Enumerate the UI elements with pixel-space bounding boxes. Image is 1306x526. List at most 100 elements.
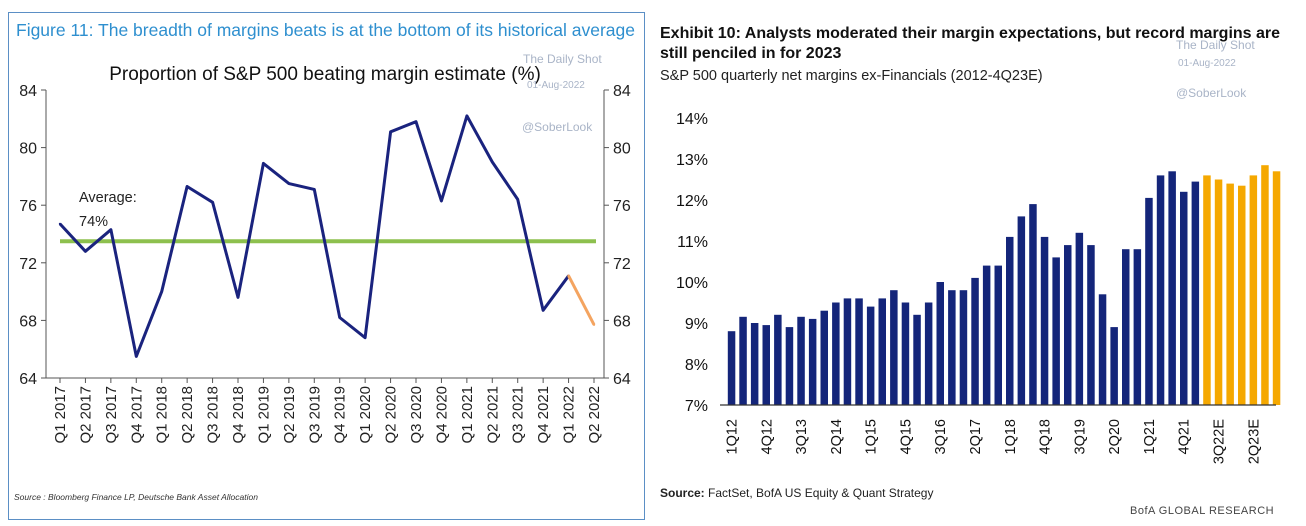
data-point: [414, 120, 418, 123]
bar-actual: [1110, 327, 1118, 405]
x-tick-label: Q1 2022: [561, 386, 578, 444]
x-tick-label: 2Q17: [968, 419, 984, 454]
data-point: [109, 228, 113, 231]
y-tick-label-right: 76: [613, 198, 631, 215]
x-tick-label: Q1 2018: [154, 386, 171, 444]
bar-actual: [1133, 249, 1142, 405]
data-point: [541, 309, 545, 312]
data-point: [491, 160, 494, 164]
data-point: [58, 222, 62, 226]
left-source: Source : Bloomberg Finance LP, Deutsche …: [14, 492, 258, 502]
x-tick-label: Q4 2020: [433, 386, 450, 444]
bar-estimate: [1238, 185, 1246, 405]
bar-actual: [866, 306, 875, 405]
bar-estimate: [1261, 165, 1269, 405]
bar-actual: [1180, 191, 1188, 405]
bar-actual: [739, 316, 747, 405]
bar-actual: [890, 290, 898, 405]
bar-estimate: [1272, 171, 1281, 405]
right-source: Source: FactSet, BofA US Equity & Quant …: [660, 486, 933, 500]
bar-actual: [1064, 245, 1072, 405]
bar-actual: [1029, 204, 1037, 405]
data-point: [185, 185, 189, 188]
y-tick-label-right: 72: [613, 256, 631, 273]
right-watermark-handle: @SoberLook: [1176, 86, 1247, 100]
right-watermark-brand: The Daily Shot: [1176, 38, 1255, 52]
x-tick-label: 1Q15: [864, 419, 880, 454]
data-point: [440, 199, 443, 203]
bar-actual: [982, 265, 991, 405]
y-tick-label: 8%: [685, 357, 708, 374]
y-tick-label: 7%: [685, 398, 708, 415]
x-tick-label: 4Q12: [759, 419, 775, 454]
bar-actual: [1168, 171, 1176, 405]
x-tick-label: Q2 2020: [383, 386, 400, 444]
right-watermark-date: 01-Aug-2022: [1178, 58, 1236, 69]
bar-actual: [1191, 181, 1200, 405]
bar-actual: [913, 314, 921, 405]
bar-actual: [1052, 257, 1060, 405]
left-chart-title: Proportion of S&P 500 beating margin est…: [109, 64, 541, 85]
x-tick-label: Q1 2019: [255, 386, 272, 444]
bar-actual: [1075, 232, 1084, 405]
y-tick-label-left: 84: [19, 83, 37, 100]
x-tick-label: 2Q20: [1107, 419, 1123, 454]
y-tick-label-right: 64: [613, 371, 631, 388]
data-point: [567, 274, 570, 277]
bar-actual: [878, 298, 886, 405]
bar-actual: [832, 302, 840, 405]
bar-actual: [971, 277, 979, 405]
y-tick-label-right: 80: [613, 141, 631, 158]
bar-actual: [901, 302, 910, 405]
data-point: [211, 201, 214, 204]
data-point: [389, 130, 392, 133]
y-tick-label-left: 76: [19, 198, 37, 215]
x-tick-label: 2Q14: [829, 419, 845, 454]
x-tick-label: Q2 2019: [281, 386, 298, 444]
bar-actual: [750, 323, 759, 405]
bar-actual: [1145, 197, 1153, 405]
right-source-label: Source:: [660, 486, 705, 500]
y-tick-label: 12%: [676, 193, 708, 210]
right-subtitle: S&P 500 quarterly net margins ex-Financi…: [660, 68, 1043, 84]
bar-actual: [797, 316, 805, 405]
x-tick-label: 1Q18: [1003, 419, 1019, 454]
x-tick-label: Q1 2020: [357, 386, 374, 444]
right-exhibit-title: Exhibit 10: Analysts moderated their mar…: [660, 25, 1281, 62]
left-chart-panel: [0, 0, 650, 526]
data-point: [592, 323, 596, 326]
left-watermark-date: 01-Aug-2022: [527, 80, 585, 91]
x-tick-label: 4Q18: [1038, 419, 1054, 454]
x-tick-label: Q2 2021: [484, 386, 501, 444]
y-tick-label-right: 68: [613, 313, 631, 330]
bar-actual: [774, 314, 782, 405]
x-tick-label: 1Q12: [725, 419, 741, 454]
y-tick-label-left: 72: [19, 256, 37, 273]
x-tick-label: Q4 2019: [332, 386, 349, 444]
data-point: [287, 182, 291, 185]
series-line-latest: [567, 275, 596, 326]
y-tick-label: 10%: [676, 275, 708, 292]
x-tick-label: 4Q21: [1177, 419, 1193, 454]
x-tick-label: Q4 2021: [535, 386, 552, 444]
data-point: [135, 355, 138, 358]
right-source-text: FactSet, BofA US Equity & Quant Strategy: [708, 486, 934, 500]
bar-estimate: [1203, 175, 1211, 405]
x-tick-label: 3Q19: [1072, 419, 1088, 454]
data-point: [313, 188, 316, 191]
bar-actual: [924, 302, 933, 405]
x-tick-label: Q4 2018: [230, 386, 247, 444]
data-point: [516, 198, 519, 201]
data-point: [160, 290, 163, 293]
y-tick-label-right: 84: [613, 83, 631, 100]
x-tick-label: Q3 2018: [205, 386, 222, 444]
bar-actual: [959, 290, 968, 405]
bar-actual: [1098, 294, 1107, 405]
x-tick-label: 4Q15: [898, 419, 914, 454]
left-watermark-handle: @SoberLook: [522, 120, 593, 134]
bar-actual: [820, 310, 828, 405]
left-figure-title: Figure 11: The breadth of margins beats …: [16, 20, 635, 40]
data-point: [262, 162, 265, 165]
bar-actual: [727, 331, 736, 405]
